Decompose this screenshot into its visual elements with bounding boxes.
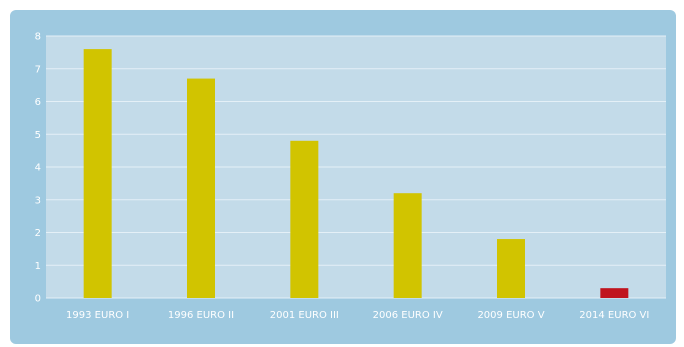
x-tick-label: 2009 EURO V	[477, 310, 544, 321]
x-tick-label: 2014 EURO VI	[579, 310, 649, 321]
bar	[290, 140, 319, 298]
x-tick-label: 1993 EURO I	[66, 310, 129, 321]
bar	[393, 193, 422, 298]
y-tick-label: 2	[35, 228, 41, 239]
gridlines	[46, 35, 666, 299]
y-axis-ticks: 0 1 2 3 4 5 6 7 8	[35, 32, 41, 305]
y-tick-label: 4	[35, 163, 41, 174]
bars	[83, 49, 629, 298]
bar	[187, 78, 215, 298]
y-tick-label: 6	[35, 97, 41, 108]
y-tick-label: 7	[35, 64, 41, 75]
bar	[600, 288, 629, 298]
x-axis-ticks: 1993 EURO I 1996 EURO II 2001 EURO III 2006…	[66, 310, 649, 321]
x-tick-label: 2001 EURO III	[270, 310, 339, 321]
x-tick-label: 2006 EURO IV	[373, 310, 443, 321]
bar	[83, 49, 112, 298]
bar-chart: 0 1 2 3 4 5 6 7 8 1993 EURO I 1996 EURO II 2001 EU…	[35, 32, 666, 321]
x-tick-label: 1996 EURO II	[168, 310, 234, 321]
chart-frame: 0 1 2 3 4 5 6 7 8 1993 EURO I 1996 EURO II 2001 EU…	[10, 10, 676, 344]
y-tick-label: 8	[35, 32, 41, 43]
y-tick-label: 0	[35, 294, 41, 305]
y-tick-label: 5	[35, 130, 41, 141]
y-tick-label: 1	[35, 261, 41, 272]
y-tick-label: 3	[35, 195, 41, 206]
bar	[497, 239, 525, 298]
